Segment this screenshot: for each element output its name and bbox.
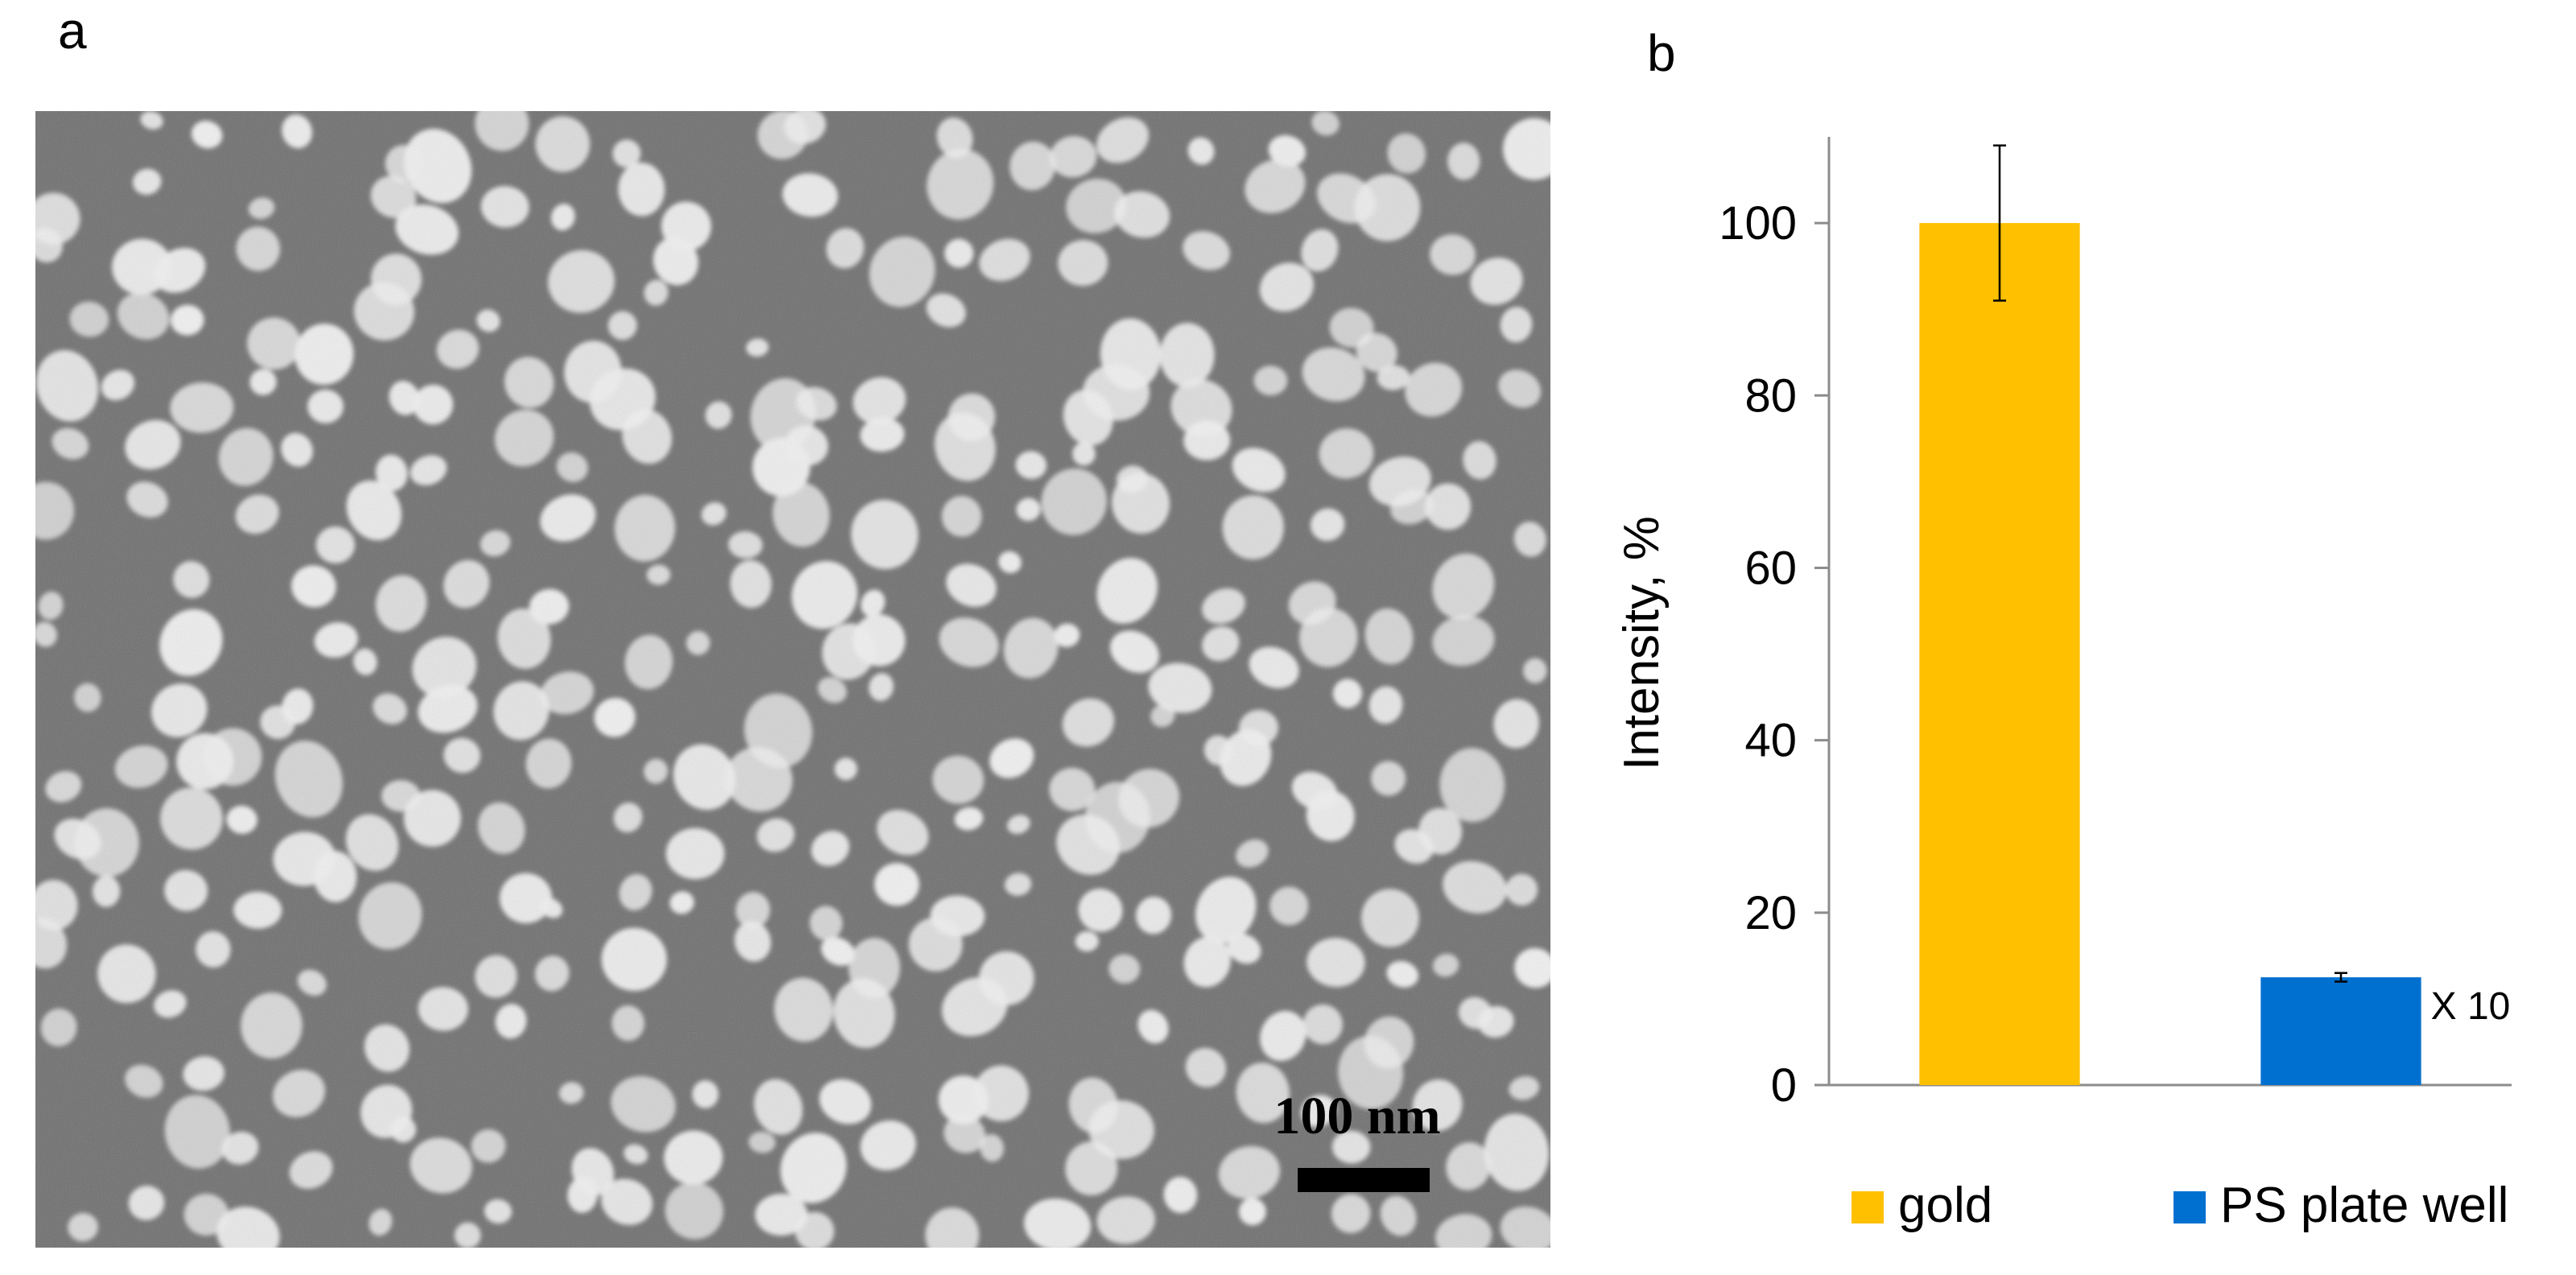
- legend-swatch: [1852, 1191, 1884, 1223]
- scale-bar: [1298, 1168, 1430, 1192]
- y-tick-label: 0: [1771, 1059, 1797, 1112]
- y-tick-label: 20: [1744, 887, 1797, 939]
- y-tick-label: 60: [1744, 542, 1797, 594]
- y-tick-label: 80: [1744, 369, 1797, 422]
- y-tick-label: 100: [1719, 197, 1797, 250]
- y-tick-label: 40: [1744, 715, 1797, 767]
- bar-gold: [1919, 223, 2080, 1085]
- bar-annotation: X 10: [2431, 985, 2511, 1028]
- panel-label-b: b: [1647, 24, 1676, 82]
- legend-label: PS plate well: [2220, 1178, 2508, 1233]
- y-axis-title: Intensity, %: [1614, 516, 1670, 770]
- legend-swatch: [2174, 1191, 2206, 1223]
- bar-ps-plate-well: [2260, 977, 2421, 1085]
- sem-particles: [35, 111, 1550, 1248]
- scale-bar-label: 100 nm: [1274, 1087, 1441, 1145]
- sem-micrograph: 100 nm: [35, 111, 1550, 1248]
- panel-label-a: a: [58, 2, 87, 60]
- bar-chart: 0 20 40 60 80 100 Intensity, % X 10 gold PS plate…: [1614, 137, 2512, 1233]
- legend-label: gold: [1898, 1178, 1992, 1233]
